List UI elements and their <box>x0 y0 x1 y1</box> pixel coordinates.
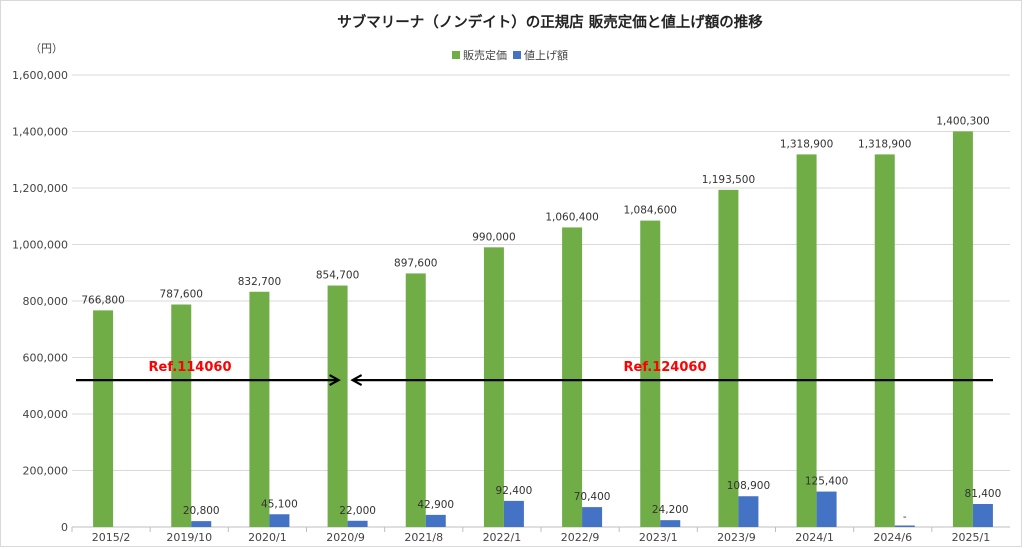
bar-price <box>171 304 192 527</box>
y-tick-label: 400,000 <box>23 408 69 421</box>
bar-increase <box>582 507 603 527</box>
ref-arrow-left-head <box>329 374 341 387</box>
bar-price <box>483 247 504 527</box>
bar-increase <box>347 520 368 527</box>
data-label-increase: 42,900 <box>417 499 454 511</box>
bar-price <box>562 227 583 527</box>
bar-increase <box>191 521 212 527</box>
x-tick-label: 2022/1 <box>483 531 522 544</box>
bar-price <box>249 291 270 527</box>
bar-price <box>796 154 817 527</box>
legend-label-price: 販売定価 <box>463 48 507 62</box>
x-tick-label: 2023/9 <box>717 531 756 544</box>
ref-label-124060: Ref.124060 <box>624 360 707 375</box>
y-axis-unit: （円） <box>30 42 63 55</box>
bar-increase <box>894 525 915 527</box>
bar-increase <box>425 514 446 527</box>
data-label-increase: 20,800 <box>183 505 220 517</box>
data-label-increase: 81,400 <box>965 488 1002 500</box>
data-label-increase: 45,100 <box>261 498 298 510</box>
x-tick-label: 2025/1 <box>952 531 991 544</box>
data-label-price: 1,084,600 <box>624 205 677 217</box>
y-axis-ticks: 0 200,000 400,000 600,000 800,000 1,000,000 1,… <box>12 69 68 534</box>
ref-label-114060: Ref.114060 <box>149 360 232 375</box>
data-label-price: 1,318,900 <box>858 138 911 150</box>
legend-label-increase: 値上げ額 <box>524 49 568 62</box>
y-tick-label: 1,000,000 <box>12 239 68 252</box>
data-label-price: 1,193,500 <box>702 174 755 186</box>
data-label-price: 1,318,900 <box>780 138 833 150</box>
data-labels: 766,800 787,600 20,800 832,700 45,100 854,700… <box>81 115 1001 523</box>
bar-price <box>718 189 739 527</box>
data-label-price: 787,600 <box>160 289 203 301</box>
x-tick-label: 2022/9 <box>561 531 600 544</box>
y-tick-label: 800,000 <box>23 295 69 308</box>
bar-increase <box>503 500 524 527</box>
bar-increase <box>816 491 837 527</box>
chart-title: サブマリーナ（ノンデイト）の正規店 販売定価と値上げ額の推移 <box>337 13 763 31</box>
bar-price <box>952 131 973 527</box>
ref-annotations: Ref.114060 Ref.124060 <box>76 360 993 387</box>
data-label-price: 854,700 <box>316 270 359 282</box>
y-tick-label: 1,400,000 <box>12 126 68 139</box>
data-label-price: 1,060,400 <box>545 211 598 223</box>
data-label-price: 897,600 <box>394 257 437 269</box>
data-label-increase: 24,200 <box>652 504 689 516</box>
data-label-increase: 22,000 <box>339 505 376 517</box>
y-tick-label: 1,600,000 <box>12 69 68 82</box>
x-tick-label: 2020/1 <box>248 531 287 544</box>
x-axis-ticks: 2015/2 2019/10 2020/1 2020/9 2021/8 2022/1 202… <box>71 527 991 544</box>
data-label-price: 766,800 <box>81 294 124 306</box>
bar-price <box>327 285 348 527</box>
x-tick-label: 2024/6 <box>873 531 912 544</box>
bar-price <box>640 220 661 527</box>
data-label-increase: 92,400 <box>496 485 533 497</box>
ref-arrow-right-head <box>350 374 363 387</box>
data-label-price: 832,700 <box>238 276 281 288</box>
bar-increase <box>972 504 993 527</box>
data-label-price: 990,000 <box>472 231 515 243</box>
legend: 販売定価 値上げ額 <box>452 48 568 62</box>
bar-price <box>874 154 895 527</box>
x-tick-label: 2020/9 <box>326 531 365 544</box>
data-label-increase: - <box>903 511 907 523</box>
bar-price <box>93 310 114 527</box>
data-label-increase: 70,400 <box>574 491 611 503</box>
y-tick-label: 0 <box>61 521 68 534</box>
bar-increase <box>660 520 681 527</box>
legend-swatch-price <box>452 51 460 59</box>
data-label-price: 1,400,300 <box>936 115 989 127</box>
y-tick-label: 200,000 <box>23 465 69 478</box>
bar-increase <box>738 496 759 527</box>
x-tick-label: 2015/2 <box>92 531 131 544</box>
x-tick-label: 2021/8 <box>404 531 443 544</box>
x-tick-label: 2019/10 <box>166 531 212 544</box>
bars <box>93 131 993 527</box>
legend-swatch-increase <box>513 51 521 59</box>
y-tick-label: 600,000 <box>23 352 69 365</box>
y-tick-label: 1,200,000 <box>12 182 68 195</box>
data-label-increase: 108,900 <box>727 480 770 492</box>
x-tick-label: 2024/1 <box>795 531 834 544</box>
x-tick-label: 2023/1 <box>639 531 678 544</box>
bar-price <box>405 273 426 527</box>
data-label-increase: 125,400 <box>805 476 848 488</box>
bar-increase <box>269 514 290 527</box>
